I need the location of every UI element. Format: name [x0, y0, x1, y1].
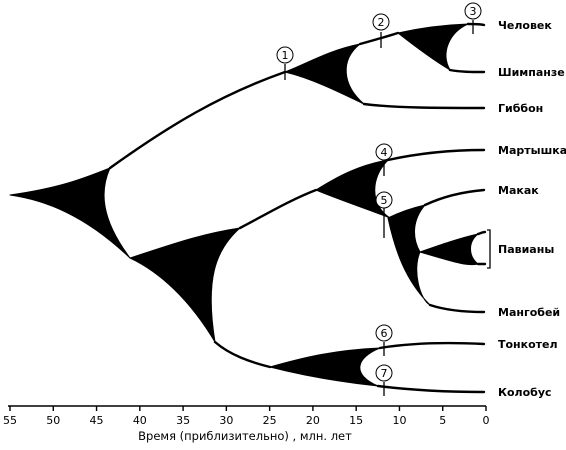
marker-4: 4	[375, 143, 393, 176]
wedge-cercopithecine	[315, 159, 391, 219]
branch-chimp	[448, 68, 486, 74]
wedge-catarrhine	[129, 227, 241, 343]
axis-tick-label: 5	[439, 414, 446, 427]
axis-tick-label: 25	[263, 414, 277, 427]
branch-colobus	[376, 384, 486, 394]
branch-baboon-1	[476, 230, 487, 236]
branch-catarrhine-upper	[238, 188, 318, 230]
baboons-bracket	[487, 229, 491, 269]
axis-tick-label: 10	[392, 414, 406, 427]
axis-tick-label: 30	[219, 414, 233, 427]
taxon-chimp: Шимпанзе	[498, 66, 565, 79]
axis-tick-label: 35	[176, 414, 190, 427]
branch-ape-upper	[358, 31, 400, 46]
taxon-macaque: Макак	[498, 184, 539, 197]
branch-catarrhine-lower	[213, 340, 272, 369]
marker-2: 2	[372, 13, 390, 48]
wedge-ape-gibbon	[284, 43, 365, 105]
axis-tick-label: 55	[3, 414, 17, 427]
marker-3: 3	[464, 2, 482, 34]
axis-tick-label: 40	[133, 414, 147, 427]
wedge-papionin	[387, 204, 431, 306]
wedge-colobine	[269, 347, 381, 387]
taxon-gibbon: Гиббон	[498, 102, 543, 115]
marker-5-label: 5	[381, 194, 388, 207]
marker-4-label: 4	[381, 146, 388, 159]
marker-1-label: 1	[282, 49, 289, 62]
marker-2-label: 2	[378, 16, 385, 29]
marker-3-label: 3	[470, 5, 477, 18]
marker-1: 1	[276, 46, 294, 80]
wedge-root	[9, 167, 131, 259]
marker-6-label: 6	[381, 327, 388, 340]
marker-6: 6	[375, 324, 393, 356]
axis-tick-label: 15	[349, 414, 363, 427]
marker-7: 7	[375, 364, 393, 396]
time-axis: 55 50 45 40 35 30 25 20 15 10 5 0 Время (приблизите…	[3, 405, 490, 443]
axis-ticks: 55 50 45 40 35 30 25 20 15 10 5 0	[3, 406, 490, 427]
axis-tick-label: 0	[483, 414, 490, 427]
branch-macaque	[423, 188, 486, 207]
axis-title: Время (приблизительно) , млн. лет	[138, 429, 352, 443]
taxon-guenon: Мартышка	[498, 144, 566, 157]
marker-7-label: 7	[381, 367, 388, 380]
taxon-baboons: Павианы	[498, 243, 554, 256]
taxon-human: Человек	[498, 19, 552, 32]
branch-guenon	[386, 148, 486, 162]
axis-tick-label: 50	[46, 414, 60, 427]
branch-mangabey	[428, 303, 486, 314]
wedge-baboons	[419, 233, 479, 266]
wedge-human-chimp	[397, 23, 469, 71]
axis-tick-label: 20	[306, 414, 320, 427]
marker-5: 5	[375, 191, 393, 238]
axis-tick-label: 45	[90, 414, 104, 427]
taxon-colobus: Колобус	[498, 386, 552, 399]
branch-root-to-ape	[108, 70, 287, 170]
taxon-langur: Тонкотел	[498, 338, 558, 351]
branch-gibbon	[362, 102, 486, 110]
taxon-mangabey: Мангобей	[498, 306, 560, 319]
branch-langur	[378, 341, 486, 350]
branch-human	[466, 22, 486, 27]
